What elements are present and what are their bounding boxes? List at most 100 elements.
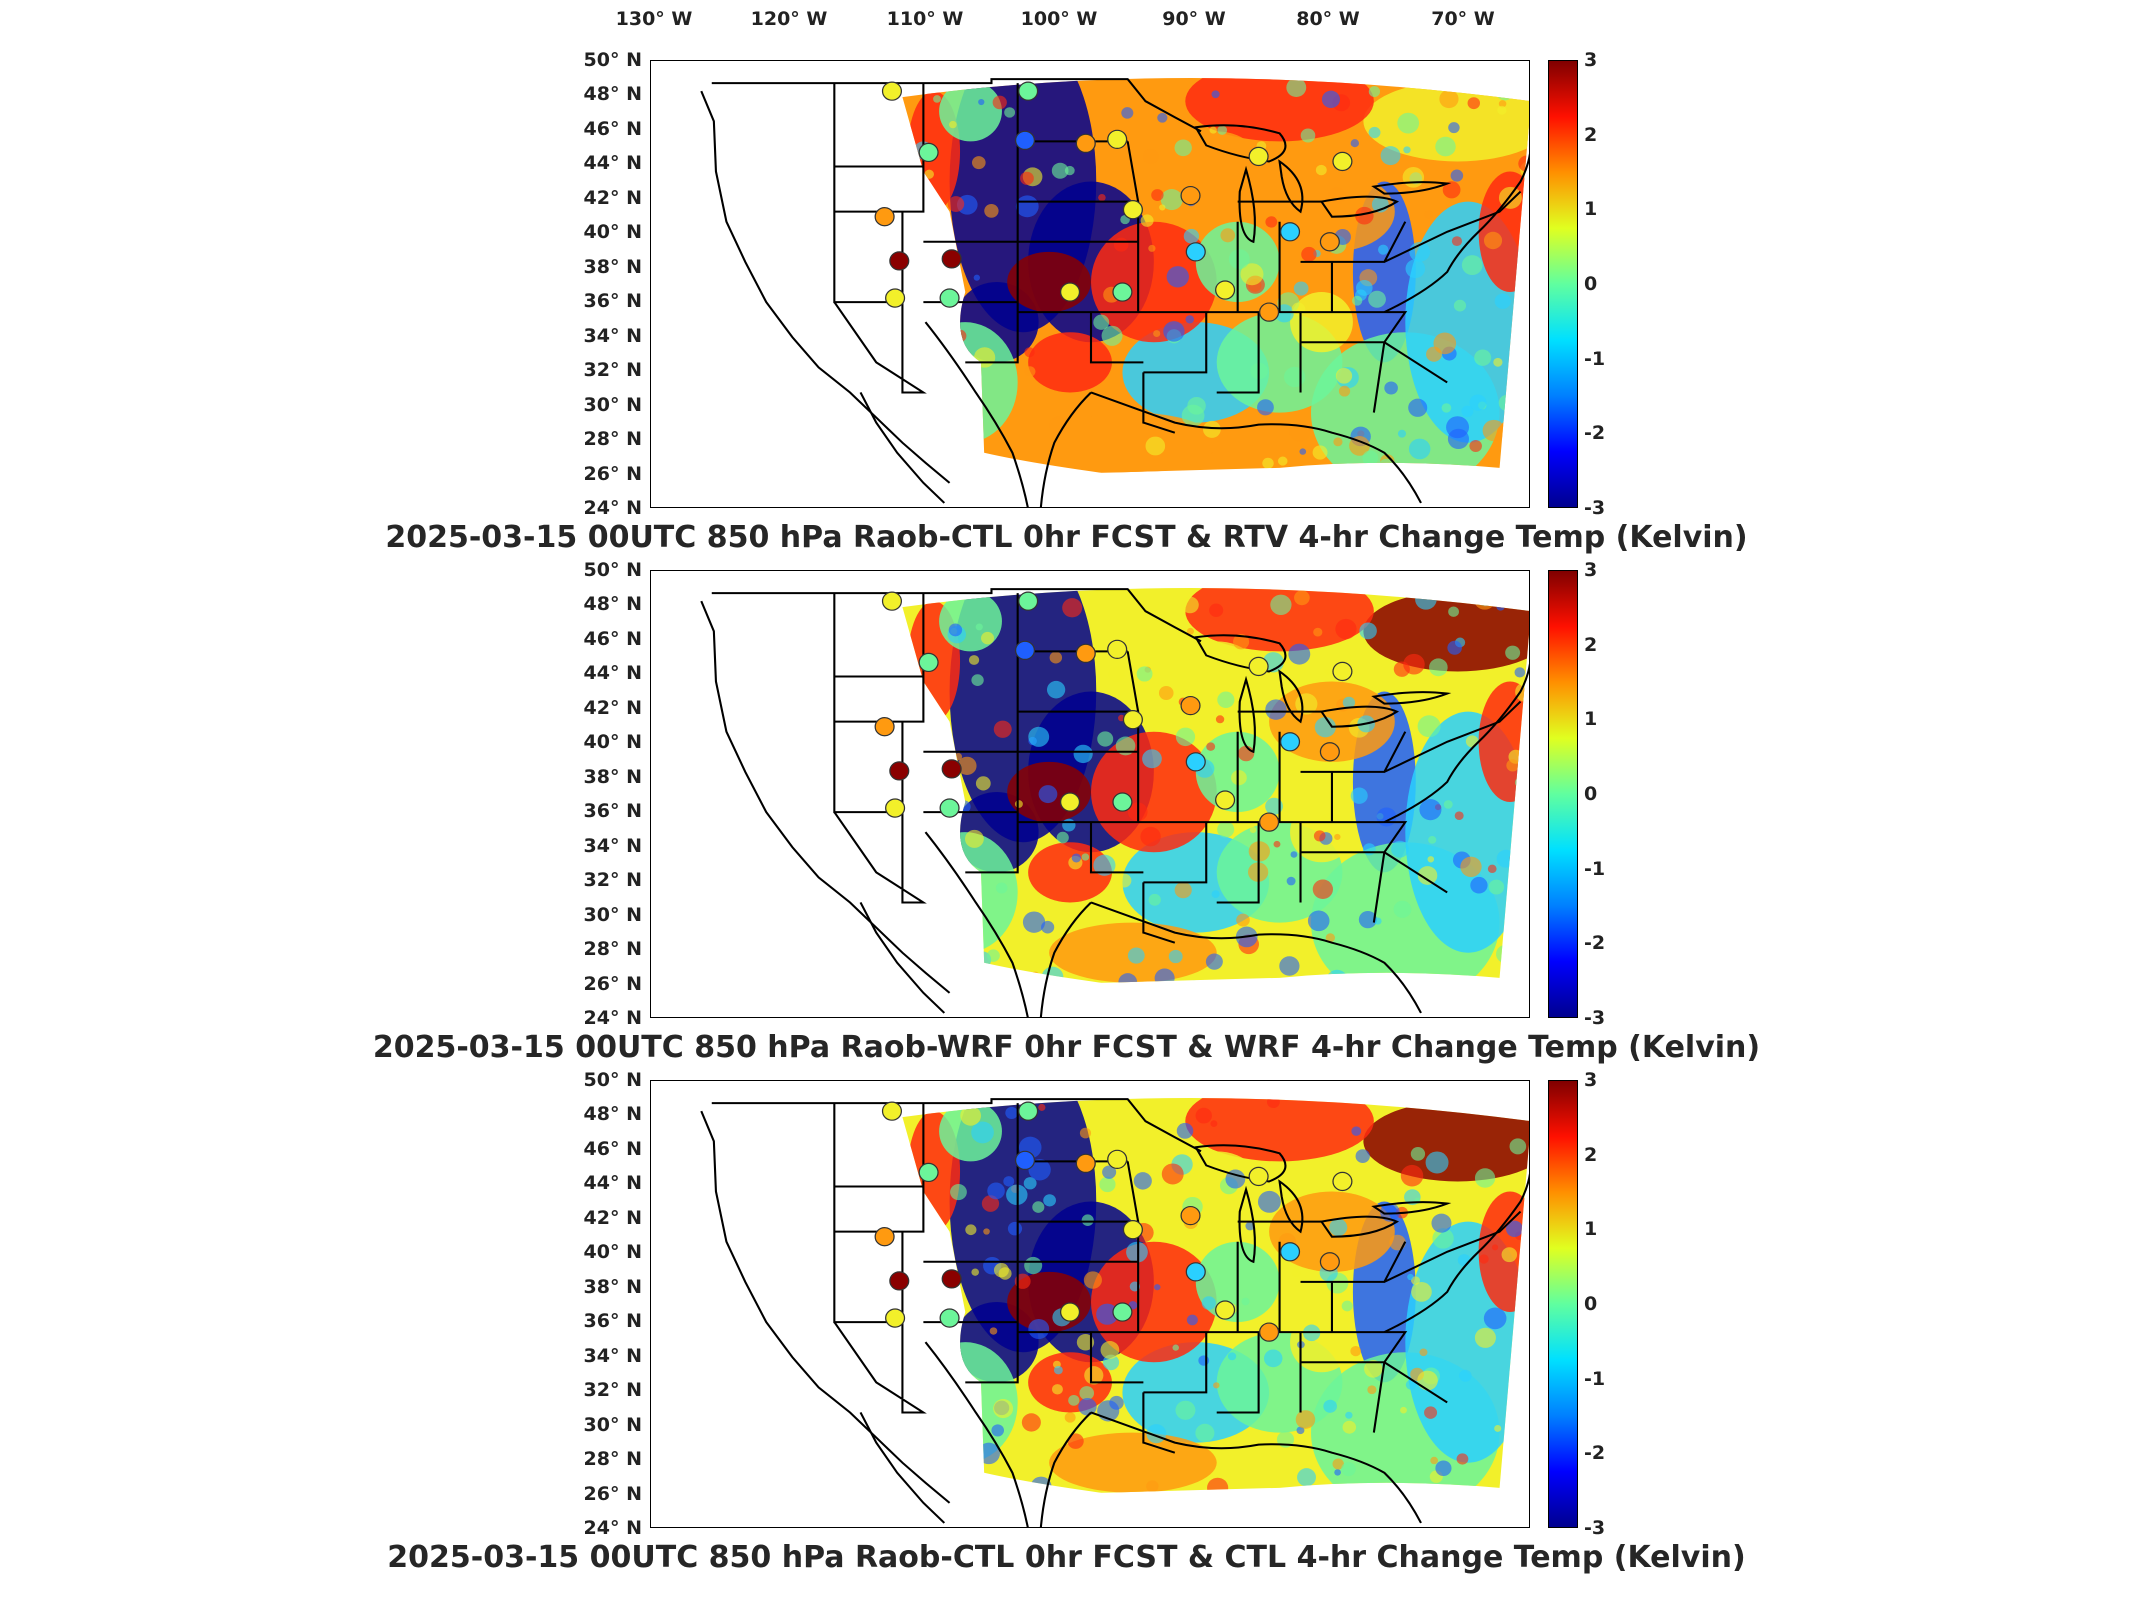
- field-speckle: [1408, 398, 1428, 417]
- field-speckle: [1195, 1423, 1215, 1443]
- lat-label: 28° N: [583, 1448, 642, 1471]
- field-speckle: [948, 623, 963, 637]
- field-speckle: [915, 1335, 926, 1346]
- field-speckle: [1482, 419, 1505, 442]
- field-speckle: [1076, 1333, 1095, 1351]
- field-speckle: [1446, 416, 1470, 439]
- field-speckle: [1314, 716, 1336, 738]
- field-speckle: [1263, 1349, 1283, 1368]
- field-speckle: [1424, 1406, 1438, 1419]
- colorbar: [1548, 60, 1578, 508]
- field-speckle: [1299, 448, 1307, 455]
- field-speckle: [1407, 1273, 1414, 1281]
- field-blob: [1049, 412, 1217, 473]
- field-speckle: [957, 800, 971, 813]
- field-speckle: [991, 1424, 1005, 1437]
- raob-station-dot: [874, 1227, 895, 1247]
- lat-label: 32° N: [583, 869, 642, 892]
- field-speckle: [1265, 216, 1278, 228]
- field-speckle: [1368, 126, 1381, 139]
- field-speckle: [1441, 403, 1452, 413]
- raob-station-dot: [1185, 242, 1206, 262]
- field-speckle: [1064, 1412, 1076, 1423]
- raob-station-dot: [1059, 792, 1081, 812]
- field-speckle: [1024, 366, 1036, 377]
- field-speckle: [1430, 1456, 1438, 1465]
- field-speckle: [1140, 826, 1161, 847]
- field-speckle: [1368, 290, 1386, 308]
- field-speckle: [1431, 1213, 1452, 1233]
- field-speckle: [937, 728, 952, 742]
- field-speckle: [1403, 653, 1425, 675]
- colorbar-tick: 2: [1584, 1143, 1598, 1166]
- field-speckle: [1265, 797, 1283, 815]
- field-speckle: [987, 1182, 1005, 1200]
- raob-station-dot: [1259, 302, 1280, 322]
- raob-station-dot: [1122, 200, 1143, 220]
- field-speckle: [1429, 658, 1448, 677]
- field-speckle: [1448, 122, 1460, 134]
- lat-label: 44° N: [583, 152, 642, 175]
- field-speckle: [1355, 206, 1374, 225]
- field-speckle: [1323, 1399, 1337, 1413]
- field-speckle: [1456, 1453, 1469, 1465]
- field-speckle: [981, 631, 995, 645]
- field-speckle: [1459, 1369, 1472, 1382]
- field-speckle: [1158, 686, 1174, 701]
- raob-station-dot: [1018, 1101, 1039, 1121]
- field-speckle: [1467, 97, 1480, 110]
- colorbar-tick: 3: [1584, 559, 1598, 581]
- lat-label: 34° N: [583, 324, 642, 347]
- field-speckle: [1368, 86, 1381, 97]
- field-speckle: [1393, 900, 1412, 918]
- field-speckle: [1183, 228, 1200, 244]
- field-speckle: [964, 829, 984, 848]
- field-blob: [1290, 292, 1353, 353]
- colorbar-tick: -2: [1584, 1442, 1606, 1465]
- raob-station-dot: [885, 288, 906, 308]
- field-speckle: [1021, 1413, 1041, 1432]
- field-speckle: [1168, 949, 1183, 964]
- field-speckle: [1157, 112, 1168, 123]
- field-speckle: [995, 882, 1008, 894]
- field-speckle: [1358, 910, 1377, 929]
- field-speckle: [1509, 1138, 1527, 1155]
- field-blob: [1363, 591, 1529, 672]
- field-speckle: [1326, 969, 1348, 983]
- lat-label: 28° N: [583, 938, 642, 961]
- field-speckle: [1457, 1254, 1471, 1267]
- temperature-field: [902, 588, 1529, 983]
- field-speckle: [927, 761, 944, 777]
- field-speckle: [975, 623, 983, 631]
- raob-station-dot: [1279, 222, 1301, 242]
- field-speckle: [1454, 811, 1464, 821]
- field-speckle: [1291, 1268, 1301, 1278]
- field-speckle: [1324, 668, 1331, 675]
- raob-station-dot: [1107, 129, 1128, 149]
- field-speckle: [1203, 420, 1221, 438]
- field-speckle: [1374, 917, 1382, 925]
- field-speckle: [916, 848, 940, 871]
- field-speckle: [1273, 840, 1281, 848]
- lat-label: 40° N: [583, 731, 642, 754]
- field-speckle: [1140, 214, 1154, 227]
- field-speckle: [1084, 1366, 1104, 1385]
- field-speckle: [1161, 1163, 1184, 1185]
- state-borders: [700, 1098, 1529, 1527]
- raob-station-dot: [1107, 639, 1128, 659]
- field-speckle: [981, 1195, 1000, 1212]
- lat-label: 44° N: [583, 662, 642, 685]
- field-speckle: [1209, 126, 1217, 134]
- colorbar-tick: -1: [1584, 857, 1606, 880]
- raob-station-dot: [881, 1101, 903, 1121]
- field-speckle: [1210, 1120, 1218, 1127]
- field-speckle: [1341, 1462, 1356, 1477]
- colorbar-tick: 1: [1584, 198, 1598, 221]
- field-speckle: [1433, 332, 1457, 355]
- field-speckle: [1474, 588, 1497, 607]
- field-speckle: [1384, 381, 1398, 395]
- raob-station-dot: [939, 798, 960, 818]
- field-speckle: [902, 127, 910, 141]
- panel-title: 2025-03-15 00UTC 850 hPa Raob-CTL 0hr FC…: [387, 1540, 1746, 1575]
- field-speckle: [1400, 1406, 1407, 1414]
